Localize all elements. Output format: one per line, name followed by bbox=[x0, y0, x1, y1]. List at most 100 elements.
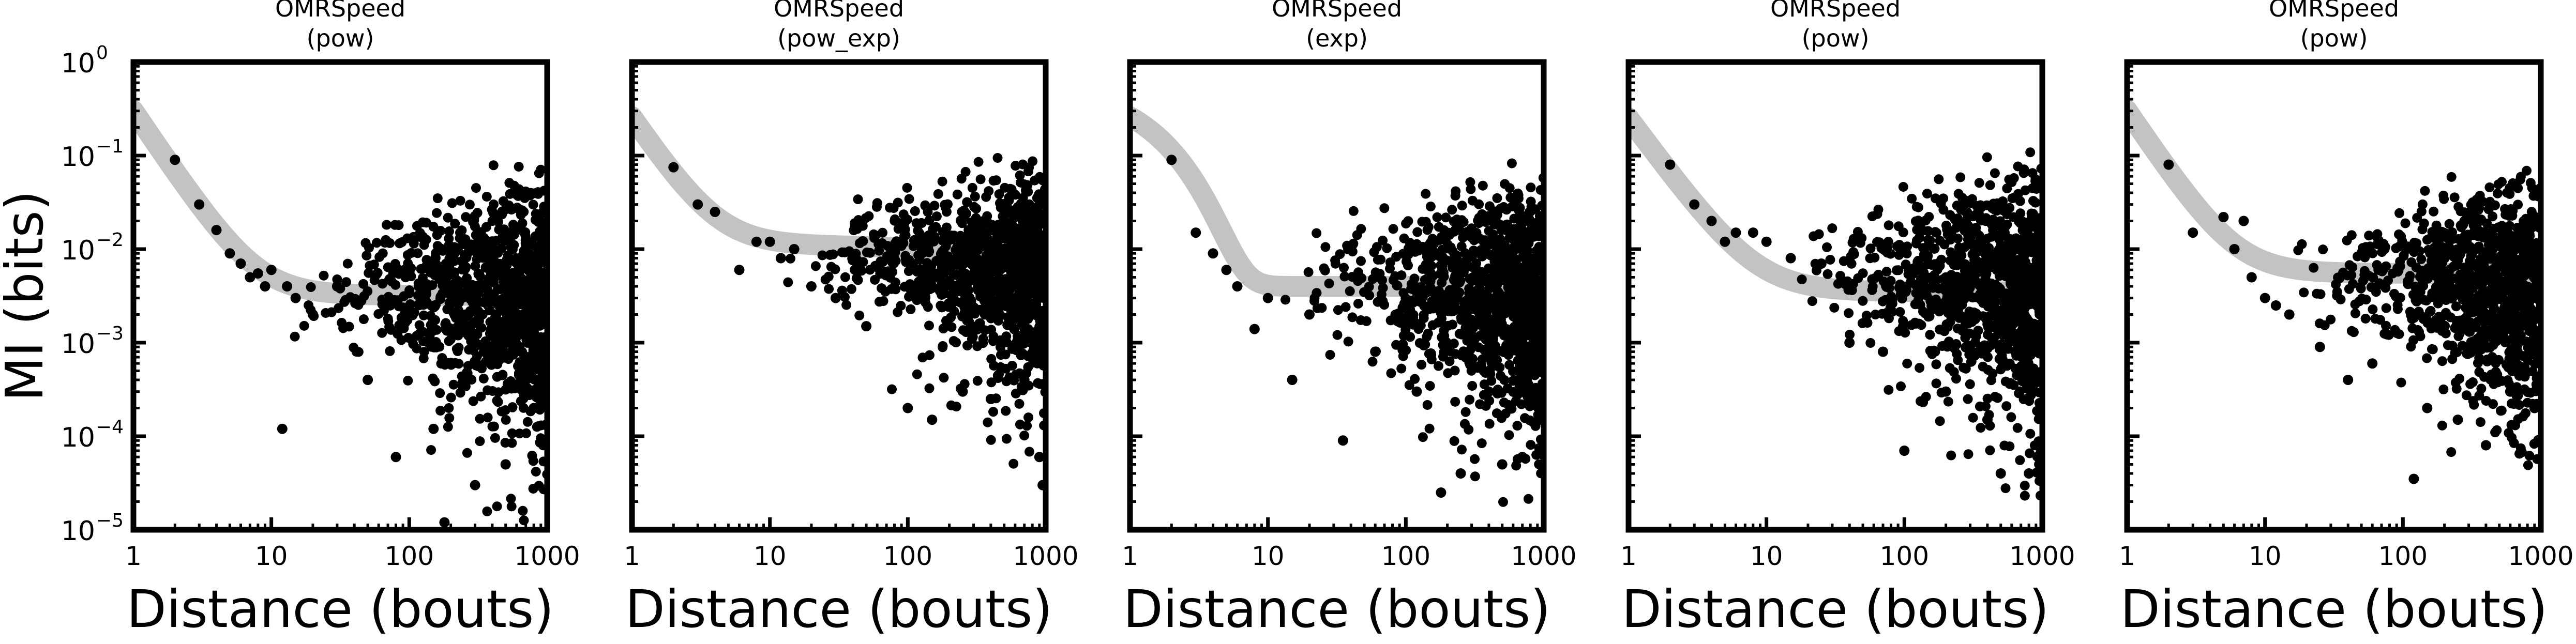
scatter-point bbox=[488, 323, 498, 332]
scatter-point bbox=[1461, 407, 1471, 417]
scatter-point bbox=[1028, 250, 1038, 260]
scatter-point bbox=[956, 281, 966, 291]
scatter-point bbox=[1517, 263, 1527, 272]
scatter-point bbox=[1492, 408, 1502, 418]
scatter-point bbox=[381, 235, 390, 245]
scatter-point bbox=[887, 267, 897, 277]
scatter-point bbox=[1932, 378, 1941, 388]
scatter-point bbox=[1030, 344, 1040, 354]
scatter-point bbox=[455, 233, 465, 243]
scatter-point bbox=[2008, 254, 2017, 264]
scatter-point bbox=[391, 452, 401, 462]
scatter-point bbox=[1475, 287, 1485, 297]
scatter-point bbox=[1524, 494, 1533, 504]
scatter-point bbox=[1847, 285, 1857, 295]
scatter-point bbox=[2024, 316, 2034, 326]
scatter-point bbox=[1977, 287, 1987, 297]
scatter-point bbox=[1961, 273, 1971, 283]
scatter-point bbox=[506, 227, 516, 237]
scatter-point bbox=[402, 234, 412, 243]
scatter-point bbox=[478, 253, 488, 263]
scatter-point bbox=[430, 263, 440, 272]
scatter-point bbox=[1844, 308, 1854, 318]
scatter-point bbox=[1498, 497, 1508, 507]
panel-subtitle: (pow) bbox=[1802, 24, 1870, 52]
scatter-point bbox=[417, 300, 427, 310]
panel-title: OMRSpeed bbox=[1272, 0, 1402, 22]
scatter-point bbox=[1511, 224, 1521, 234]
scatter-point bbox=[849, 225, 858, 235]
scatter-point bbox=[1467, 381, 1477, 391]
x-tick-label: 1 bbox=[125, 541, 142, 571]
scatter-point bbox=[943, 236, 953, 246]
scatter-point bbox=[338, 323, 348, 333]
scatter-point bbox=[1996, 363, 2006, 373]
scatter-point bbox=[383, 263, 393, 272]
x-tick-label: 1 bbox=[1620, 541, 1637, 571]
scatter-point bbox=[751, 237, 762, 247]
scatter-point bbox=[419, 240, 429, 250]
scatter-point bbox=[2529, 439, 2539, 449]
scatter-point bbox=[1304, 267, 1314, 277]
scatter-point bbox=[894, 224, 903, 234]
scatter-point bbox=[439, 517, 449, 528]
scatter-point bbox=[354, 300, 364, 310]
scatter-point bbox=[878, 228, 887, 238]
scatter-point bbox=[511, 347, 521, 357]
scatter-point bbox=[2019, 168, 2029, 178]
scatter-point bbox=[444, 289, 454, 299]
scatter-point bbox=[1459, 307, 1469, 317]
scatter-point bbox=[1865, 253, 1875, 263]
scatter-point bbox=[1485, 236, 1495, 246]
scatter-point bbox=[1892, 265, 1902, 275]
scatter-point bbox=[980, 325, 990, 335]
scatter-point bbox=[668, 162, 679, 173]
scatter-point bbox=[1884, 237, 1893, 247]
scatter-point bbox=[444, 403, 454, 413]
scatter-point bbox=[977, 257, 987, 267]
scatter-point bbox=[1472, 265, 1482, 274]
scatter-point bbox=[901, 257, 911, 267]
scatter-point bbox=[1514, 194, 1524, 204]
scatter-point bbox=[515, 320, 525, 330]
scatter-point bbox=[1665, 160, 1675, 170]
scatter-point bbox=[431, 248, 441, 258]
scatter-point bbox=[1512, 331, 1522, 341]
scatter-point bbox=[1472, 228, 1482, 238]
scatter-point bbox=[978, 222, 988, 232]
scatter-point bbox=[938, 342, 947, 352]
scatter-point bbox=[1954, 242, 1964, 252]
scatter-point bbox=[471, 230, 481, 240]
scatter-point bbox=[1884, 385, 1893, 395]
scatter-point bbox=[444, 240, 454, 250]
scatter-point bbox=[1914, 283, 1923, 293]
scatter-point bbox=[2001, 221, 2011, 231]
scatter-point bbox=[912, 370, 922, 379]
scatter-point bbox=[1001, 349, 1011, 359]
scatter-point bbox=[1807, 296, 1817, 306]
scatter-point bbox=[1504, 430, 1514, 440]
scatter-point bbox=[469, 396, 478, 406]
scatter-point bbox=[495, 265, 505, 275]
y-tick-base: 10 bbox=[61, 422, 95, 453]
scatter-point bbox=[2482, 219, 2492, 228]
scatter-point bbox=[999, 226, 1008, 236]
scatter-point bbox=[1527, 202, 1536, 212]
scatter-point bbox=[1496, 204, 1505, 213]
x-axis-label: Distance (bouts) bbox=[1123, 579, 1550, 639]
scatter-point bbox=[1401, 219, 1411, 228]
scatter-point bbox=[1514, 321, 1524, 331]
scatter-point bbox=[2030, 331, 2040, 341]
scatter-point bbox=[372, 238, 382, 248]
scatter-point bbox=[2005, 441, 2014, 451]
scatter-point bbox=[2013, 423, 2023, 433]
scatter-point bbox=[1008, 237, 1018, 247]
scatter-point bbox=[1848, 247, 1858, 257]
scatter-point bbox=[1021, 300, 1031, 310]
scatter-point bbox=[1377, 275, 1387, 285]
scatter-point bbox=[2015, 455, 2025, 465]
scatter-point bbox=[1333, 330, 1343, 340]
scatter-point bbox=[2009, 380, 2018, 390]
scatter-point bbox=[1908, 269, 1918, 279]
scatter-point bbox=[194, 200, 204, 210]
